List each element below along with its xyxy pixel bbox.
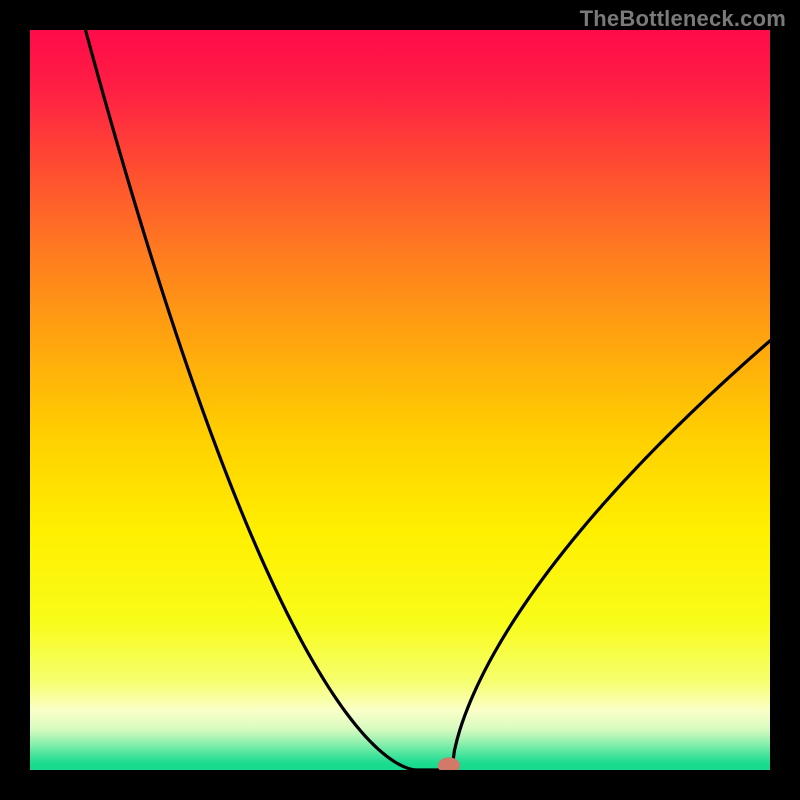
chart-svg <box>30 30 770 770</box>
watermark-text: TheBottleneck.com <box>580 6 786 32</box>
gradient-background <box>30 30 770 770</box>
chart-plot-area <box>30 30 770 770</box>
